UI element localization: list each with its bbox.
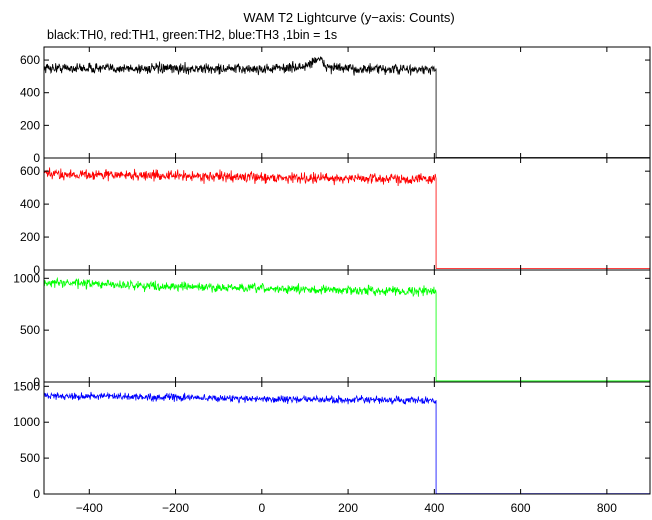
x-tick-label: −400 <box>76 501 103 515</box>
y-tick-label: 1000 <box>13 415 40 429</box>
y-tick-label: 400 <box>20 197 40 211</box>
y-tick-label: 600 <box>20 53 40 67</box>
y-tick-label: 200 <box>20 230 40 244</box>
series-line-th1 <box>43 167 650 269</box>
series-line-th3 <box>43 391 650 495</box>
x-tick-label: 600 <box>511 501 531 515</box>
y-tick-label: 1000 <box>13 271 40 285</box>
series-line-th0 <box>43 56 650 158</box>
panel-frame <box>43 381 651 495</box>
x-tick-label: 400 <box>424 501 444 515</box>
y-tick-label: 0 <box>33 263 40 277</box>
x-tick-label: 800 <box>597 501 617 515</box>
y-tick-label: 500 <box>20 323 40 337</box>
panel-th1: 0 200 400 600 <box>20 157 651 277</box>
panel-th0: 0 200 400 600 <box>20 46 651 165</box>
chart-subtitle: black:TH0, red:TH1, green:TH2, blue:TH3 … <box>47 28 337 42</box>
y-tick-label: 1500 <box>13 379 40 393</box>
y-tick-label: 500 <box>20 451 40 465</box>
chart-title: WAM T2 Lightcurve (y−axis: Counts) <box>243 10 454 25</box>
panel-th3: 0 500 1000 1500 <box>13 379 651 501</box>
panel-frame <box>43 46 651 159</box>
x-tick-label: 0 <box>258 501 265 515</box>
x-axis: −400 −200 0 200 400 600 800 <box>76 501 617 515</box>
panel-th2: 0 500 1000 <box>13 269 651 389</box>
y-tick-label: 200 <box>20 118 40 132</box>
y-tick-label: 0 <box>33 487 40 501</box>
x-tick-label: 200 <box>338 501 358 515</box>
x-tick-label: −200 <box>162 501 189 515</box>
y-tick-label: 600 <box>20 164 40 178</box>
y-tick-label: 0 <box>33 151 40 165</box>
series-line-th2 <box>43 276 650 382</box>
y-tick-label: 400 <box>20 86 40 100</box>
y-tick-label: 0 <box>33 375 40 389</box>
